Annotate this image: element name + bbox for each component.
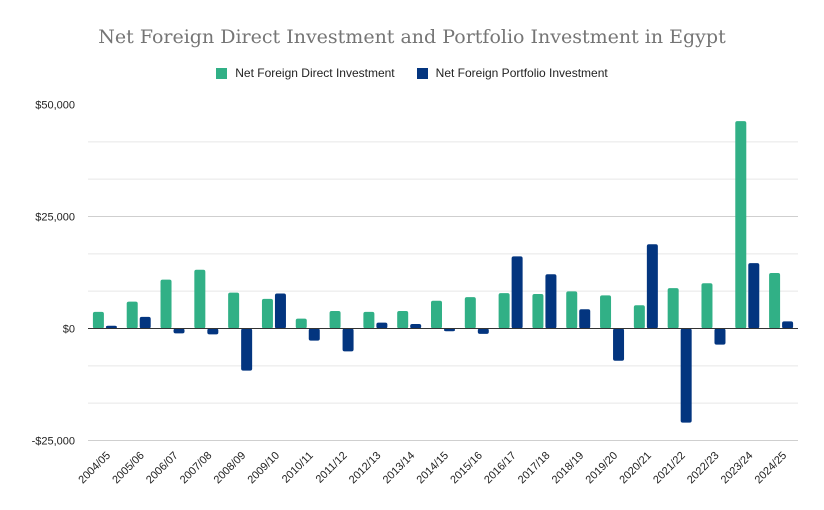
- x-tick-label: 2010/11: [280, 450, 316, 486]
- bar-fdi: [194, 269, 206, 329]
- bar-fpi: [207, 328, 219, 335]
- x-tick-label: 2007/08: [178, 450, 215, 487]
- bar-fpi: [173, 328, 185, 334]
- bar-fpi: [646, 244, 658, 329]
- bar-fpi: [511, 256, 523, 329]
- x-tick-label: 2015/16: [448, 450, 485, 487]
- legend-item-fpi: Net Foreign Portfolio Investment: [416, 66, 608, 80]
- bar-fdi: [667, 288, 679, 329]
- bar-fdi: [295, 318, 307, 329]
- bar-fpi: [748, 263, 760, 329]
- x-tick-label: 2012/13: [347, 450, 384, 487]
- x-tick-label: 2018/19: [550, 450, 587, 487]
- x-tick-label: 2009/10: [245, 450, 282, 487]
- x-tick-label: 2020/21: [617, 450, 654, 487]
- bar-fpi: [714, 328, 726, 345]
- bar-fpi: [444, 328, 455, 332]
- chart-title: Net Foreign Direct Investment and Portfo…: [98, 26, 726, 48]
- bar-fdi: [92, 311, 104, 329]
- x-tick-label: 2004/05: [76, 450, 113, 487]
- y-tick-label: -$25,000: [32, 436, 75, 448]
- x-tick-label: 2017/18: [516, 450, 553, 487]
- bar-fpi: [680, 328, 692, 423]
- bar-fdi: [769, 272, 781, 329]
- x-tick-label: 2011/12: [314, 450, 350, 486]
- x-tick-label: 2014/15: [415, 450, 452, 487]
- bar-fdi: [600, 295, 612, 329]
- bar-fdi: [431, 300, 442, 329]
- legend-swatch-fdi: [216, 67, 228, 79]
- legend-item-fdi: Net Foreign Direct Investment: [216, 66, 395, 80]
- bar-fpi: [613, 328, 625, 361]
- legend: Net Foreign Direct Investment Net Foreig…: [0, 66, 824, 80]
- bar-fdi: [397, 311, 409, 329]
- bar-fpi: [477, 328, 489, 334]
- bar-fdi: [701, 283, 713, 329]
- legend-label-fdi: Net Foreign Direct Investment: [235, 66, 395, 80]
- x-tick-label: 2019/20: [584, 450, 621, 487]
- bar-fdi: [532, 294, 544, 329]
- x-tick-label: 2005/06: [110, 450, 147, 487]
- bar-fdi: [566, 291, 578, 329]
- bar-fpi: [782, 321, 794, 329]
- y-tick-label: $50,000: [35, 100, 75, 112]
- legend-label-fpi: Net Foreign Portfolio Investment: [435, 66, 608, 80]
- bar-fpi: [308, 328, 320, 341]
- y-tick-label: $0: [63, 324, 75, 336]
- bar-fdi: [363, 311, 375, 329]
- x-tick-label: 2021/22: [651, 450, 688, 487]
- bar-fdi: [498, 293, 510, 329]
- legend-swatch-fpi: [416, 67, 428, 79]
- bar-fpi: [579, 309, 591, 329]
- bar-fpi: [139, 316, 151, 329]
- bar-fdi: [464, 297, 476, 329]
- bar-fdi: [228, 292, 240, 329]
- bar-fpi: [342, 328, 354, 352]
- bar-fpi: [410, 324, 422, 329]
- bar-fpi: [274, 293, 286, 329]
- bar-fdi: [633, 305, 645, 329]
- bar-fdi: [329, 311, 341, 329]
- x-tick-label: 2013/14: [381, 450, 418, 487]
- bar-fpi: [376, 322, 388, 329]
- x-tick-label: 2006/07: [144, 450, 181, 487]
- x-tick-label: 2022/23: [685, 450, 722, 487]
- y-tick-label: $25,000: [35, 212, 75, 224]
- bar-fpi: [105, 325, 117, 329]
- bar-fdi: [261, 298, 273, 329]
- bar-fdi: [160, 279, 172, 329]
- bar-fdi: [735, 121, 747, 329]
- x-tick-label: 2024/25: [753, 450, 790, 487]
- bar-fpi: [241, 328, 253, 371]
- bar-fdi: [126, 301, 138, 329]
- x-tick-label: 2016/17: [482, 450, 519, 487]
- x-tick-label: 2023/24: [719, 450, 756, 487]
- bar-fpi: [545, 274, 557, 329]
- x-tick-label: 2008/09: [212, 450, 249, 487]
